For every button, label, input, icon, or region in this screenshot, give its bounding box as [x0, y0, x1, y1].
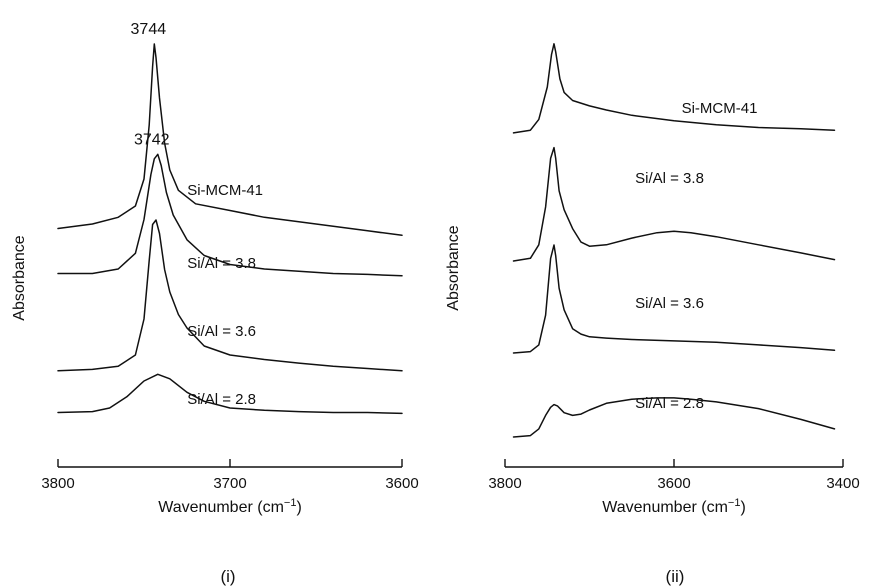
peak-annotation: 3744: [131, 21, 167, 38]
series-label: Si/Al = 2.8: [635, 395, 704, 412]
series-line: [57, 43, 403, 237]
series-label: Si-MCM-41: [682, 100, 758, 117]
series-line: [512, 146, 836, 262]
series-label: Si-MCM-41: [187, 182, 263, 199]
series-line: [57, 219, 403, 372]
peak-annotation: 3742: [134, 131, 170, 148]
series-label: Si/Al = 3.6: [187, 323, 256, 340]
y-axis-label: Absorbance: [11, 235, 28, 320]
chart-panel: 3800 3700 3600 Wavenumber (cm−1) Absorbance (…: [11, 21, 419, 586]
panel-label: (i): [220, 567, 235, 586]
series-line: [512, 43, 836, 134]
x-tick-label: 3800: [488, 475, 521, 492]
panel-label: (ii): [666, 567, 685, 586]
series-label: Si/Al = 3.6: [635, 295, 704, 312]
x-tick-label: 3600: [385, 475, 418, 492]
series-label: Si/Al = 2.8: [187, 391, 256, 408]
x-tick-label: 3700: [213, 475, 246, 492]
x-tick-label: 3800: [41, 475, 74, 492]
series-line: [57, 153, 403, 277]
series-label: Si/Al = 3.8: [635, 170, 704, 187]
series-line: [57, 373, 403, 415]
x-axis-label: Wavenumber (cm−1): [158, 497, 302, 516]
x-tick-label: 3600: [657, 475, 690, 492]
x-tick-label: 3400: [826, 475, 859, 492]
y-axis-label: Absorbance: [445, 225, 462, 310]
series-label: Si/Al = 3.8: [187, 255, 256, 272]
chart-panel: 3800 3600 3400 Wavenumber (cm−1) Absorbance (…: [445, 43, 860, 586]
x-axis-label: Wavenumber (cm−1): [602, 497, 746, 516]
series-line: [512, 397, 836, 438]
series-line: [512, 244, 836, 354]
